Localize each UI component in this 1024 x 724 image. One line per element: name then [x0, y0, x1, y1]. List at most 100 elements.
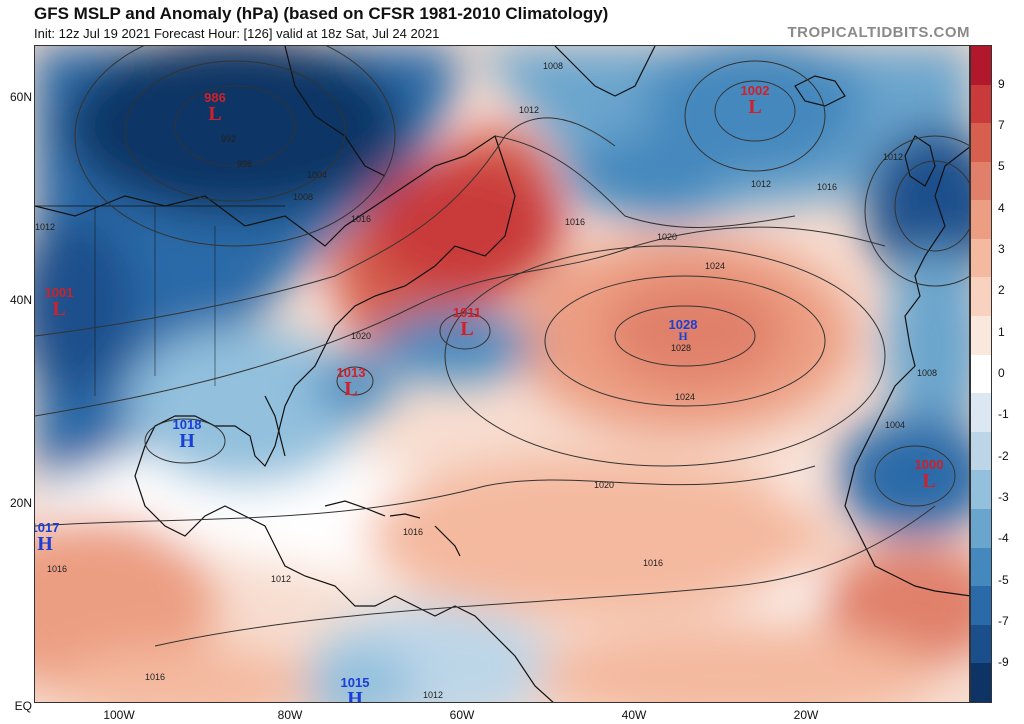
isobars: [35, 46, 969, 647]
colorbar-segment: [971, 84, 991, 124]
isobar-label: 1020: [594, 480, 615, 490]
system-letter: H: [179, 430, 195, 452]
isobar-label: 1024: [705, 261, 726, 271]
isobar-label: 1012: [751, 179, 772, 189]
colorbar-tick-label: -4: [998, 531, 1009, 546]
colorbar-segment: [971, 586, 991, 625]
lon-label-20w: 20W: [793, 708, 819, 722]
system-value: 1002: [740, 83, 770, 98]
colorbar-segment: [971, 238, 991, 278]
lat-label-40n: 40N: [9, 293, 32, 307]
colorbar-tick-label: 4: [998, 200, 1005, 215]
colorbar-tick-label: 3: [998, 241, 1005, 256]
isobar-label: 1020: [351, 331, 372, 341]
forecast-subtitle: Init: 12z Jul 19 2021 Forecast Hour: [12…: [34, 26, 440, 41]
isobar-label: 1016: [145, 672, 166, 682]
colorbar-tick-label: 2: [998, 283, 1005, 298]
low-pressure-1000[interactable]: 1000 L: [907, 458, 951, 491]
isobar-label: 1016: [643, 558, 664, 568]
isobar-label: 1016: [817, 182, 838, 192]
colorbar-tick-label: -5: [998, 572, 1009, 587]
colorbar-segment: [971, 393, 991, 432]
isobar-label: 1008: [543, 61, 564, 71]
system-letter: L: [922, 470, 936, 492]
colorbar-segment: [971, 161, 991, 201]
colorbar-segment: [971, 354, 991, 394]
high-pressure-1028[interactable]: 1028 H: [661, 317, 705, 343]
isobar-label: 1012: [271, 574, 292, 584]
lat-label-60n: 60N: [9, 90, 32, 104]
isobar-label: 1024: [675, 392, 696, 402]
colorbar-tick-label: 7: [998, 117, 1005, 132]
system-letter: L: [460, 318, 474, 340]
colorbar-segment: [971, 624, 991, 664]
site-brand[interactable]: TROPICALTIDBITS.COM: [787, 24, 970, 41]
isobar-label: 996: [237, 159, 253, 169]
system-letter: L: [208, 103, 222, 125]
isobar-label: 1016: [351, 214, 372, 224]
colorbar-tick-label: -9: [998, 655, 1009, 670]
system-value: 1011: [452, 305, 482, 320]
colorbar-segment: [971, 123, 991, 162]
system-letter: H: [678, 329, 688, 343]
system-value: 1013: [336, 365, 366, 380]
system-value: 1001: [44, 285, 74, 300]
colorbar-segment: [971, 547, 991, 587]
pressure-anomaly-map: 986 L 1002 L 1001 L 1011 L 1013 L 1028 H…: [34, 45, 970, 703]
system-letter: L: [344, 378, 358, 400]
system-value: 1000: [914, 457, 944, 472]
system-value: 1028: [668, 317, 698, 332]
high-pressure-1018[interactable]: 1018 H: [165, 418, 209, 451]
isobar-label: 1012: [883, 152, 904, 162]
chart-title: GFS MSLP and Anomaly (hPa) (based on CFS…: [34, 4, 609, 23]
isobar-label: 1012: [35, 222, 56, 232]
isobar-label: 1008: [917, 368, 938, 378]
system-value: 1015: [340, 675, 370, 690]
colorbar-tick-label: -2: [998, 448, 1009, 463]
lon-label-60w: 60W: [449, 708, 475, 722]
system-value: 1017: [35, 520, 60, 535]
lat-label-20n: 20N: [9, 496, 32, 510]
system-letter: L: [52, 298, 66, 320]
low-pressure-1002[interactable]: 1002 L: [733, 84, 777, 117]
isobar-label: 1004: [885, 420, 906, 430]
colorbar-segment: [971, 277, 991, 317]
system-letter: H: [347, 688, 363, 703]
colorbar-segment: [971, 508, 991, 548]
system-letter: L: [748, 96, 762, 118]
colorbar-segment: [971, 46, 991, 85]
isobar-label: 1016: [403, 527, 424, 537]
colorbar-segment: [971, 431, 991, 471]
low-pressure-1001[interactable]: 1001 L: [37, 286, 81, 319]
isobar-label: 1028: [671, 343, 692, 353]
anomaly-colorbar: [970, 45, 992, 703]
isobar-label: 1012: [519, 105, 540, 115]
low-pressure-986[interactable]: 986 L: [195, 91, 235, 124]
lat-label-eq: EQ: [14, 699, 32, 713]
colorbar-segment: [971, 200, 991, 239]
high-pressure-1017[interactable]: 1017 H: [35, 520, 67, 555]
isobar-label: 1016: [565, 217, 586, 227]
lon-label-80w: 80W: [277, 708, 303, 722]
colorbar-tick-label: -1: [998, 407, 1009, 422]
system-value: 986: [204, 90, 226, 105]
isobar-label: 1016: [47, 564, 68, 574]
map-field: [35, 46, 969, 702]
colorbar-segment: [971, 663, 991, 702]
colorbar-tick-label: 0: [998, 366, 1005, 380]
lon-label-100w: 100W: [103, 708, 135, 722]
colorbar-tick-label: 5: [998, 159, 1005, 174]
colorbar-tick-label: 9: [998, 76, 1005, 91]
colorbar-tick-label: -7: [998, 614, 1009, 629]
colorbar-tick-label: 1: [998, 324, 1005, 339]
isobar-label: 1008: [293, 192, 314, 202]
low-pressure-1013[interactable]: 1013 L: [329, 366, 373, 399]
system-value: 1018: [172, 417, 202, 432]
low-pressure-1011[interactable]: 1011 L: [445, 306, 489, 339]
colorbar-tick-label: -3: [998, 490, 1009, 505]
isobar-label: 1020: [657, 232, 678, 242]
system-letter: H: [37, 533, 53, 555]
lon-label-40w: 40W: [621, 708, 647, 722]
high-pressure-1015[interactable]: 1015 H: [333, 675, 377, 703]
colorbar-segment: [971, 316, 991, 355]
